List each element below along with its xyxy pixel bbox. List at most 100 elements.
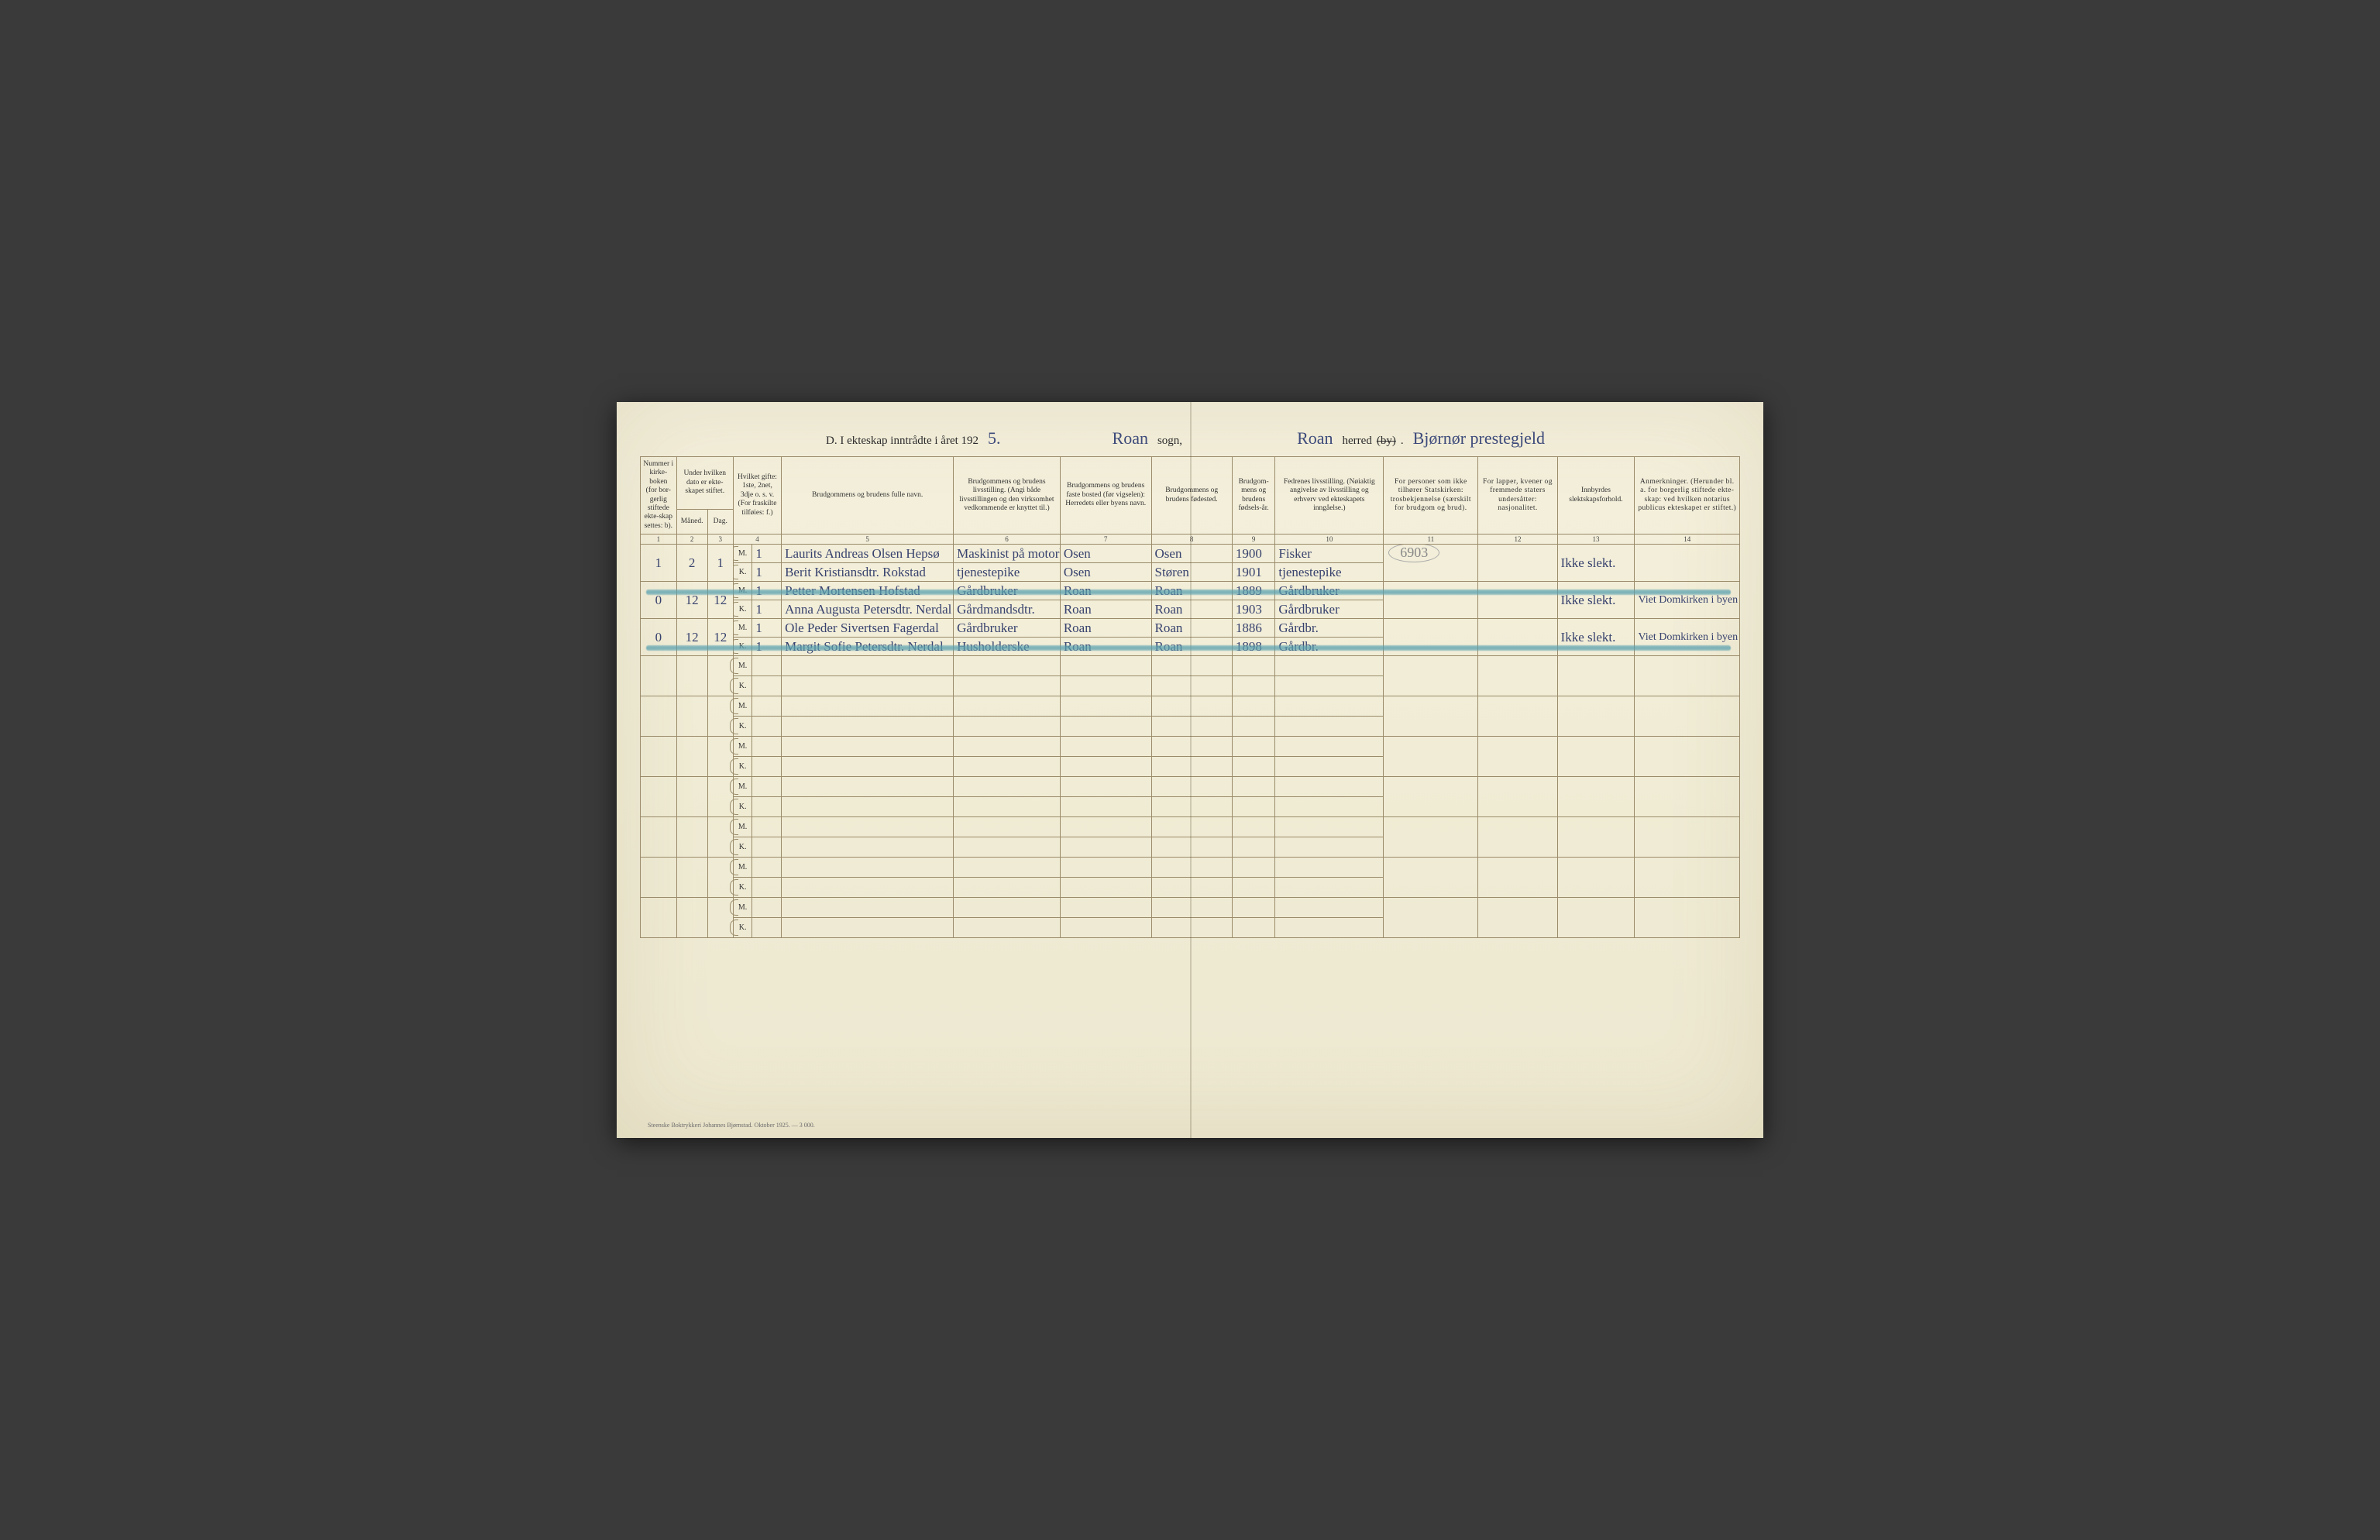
blank-row: M. xyxy=(641,737,1740,757)
mk-label-m: M. xyxy=(733,545,751,563)
entry-row-m: 01212M.1Ole Peder Sivertsen FagerdalGård… xyxy=(641,619,1740,638)
cell xyxy=(752,777,782,797)
cell xyxy=(1232,696,1275,717)
cell-fedre: Gårdbruker xyxy=(1275,600,1384,619)
mk-label: M. xyxy=(733,696,751,717)
cell-aar: 1901 xyxy=(1232,563,1275,582)
cell xyxy=(752,757,782,777)
cell-navn: Anna Augusta Petersdtr. Nerdal xyxy=(782,600,954,619)
cell xyxy=(752,837,782,858)
cell xyxy=(1635,777,1740,817)
sogn-label: sogn, xyxy=(1157,435,1182,448)
colnum: 3 xyxy=(707,535,733,545)
title-row: D. I ekteskap inntrådte i året 1925. Roa… xyxy=(826,428,1740,449)
cell xyxy=(1384,777,1478,817)
herred-label-post: . xyxy=(1401,435,1404,448)
cell-fedre: Fisker xyxy=(1275,545,1384,563)
cell xyxy=(1384,817,1478,858)
cell xyxy=(1232,817,1275,837)
mk-label: K. xyxy=(733,918,751,938)
cell xyxy=(782,656,954,676)
cell xyxy=(1232,717,1275,737)
colnum: 10 xyxy=(1275,535,1384,545)
cell-11: 6903 xyxy=(1384,545,1478,582)
cell xyxy=(954,817,1061,837)
colnum: 4 xyxy=(733,535,781,545)
hdr-9: Brudgom-mens og brudens fødsels-år. xyxy=(1232,457,1275,535)
colnum: 13 xyxy=(1557,535,1635,545)
cell-aar: 1903 xyxy=(1232,600,1275,619)
cell xyxy=(1275,817,1384,837)
blank-row: M. xyxy=(641,898,1740,918)
herred-label-strike: (by) xyxy=(1377,435,1396,448)
cell-fodested: Osen xyxy=(1151,545,1232,563)
cell xyxy=(1060,717,1151,737)
cell xyxy=(954,898,1061,918)
cell xyxy=(1232,918,1275,938)
colnum: 11 xyxy=(1384,535,1478,545)
cell-stilling: Gårdmandsdtr. xyxy=(954,600,1061,619)
cell-14: Viet Domkirken i byen xyxy=(1635,582,1740,619)
cell xyxy=(1060,757,1151,777)
cell-maaned: 2 xyxy=(676,545,707,582)
cell xyxy=(676,656,707,696)
cell-maaned: 12 xyxy=(676,582,707,619)
cell xyxy=(782,717,954,737)
cell xyxy=(752,696,782,717)
cell xyxy=(782,837,954,858)
cell xyxy=(1060,858,1151,878)
cell-dag: 12 xyxy=(707,582,733,619)
cell-bosted: Osen xyxy=(1060,545,1151,563)
cell-dag: 1 xyxy=(707,545,733,582)
cell-gifte: 1 xyxy=(752,563,782,582)
mk-label: K. xyxy=(733,878,751,898)
cell xyxy=(1557,656,1635,696)
cell xyxy=(1151,757,1232,777)
cell xyxy=(676,777,707,817)
cell xyxy=(1275,858,1384,878)
cell-fodested: Støren xyxy=(1151,563,1232,582)
cell xyxy=(1232,656,1275,676)
blank-row: M. xyxy=(641,656,1740,676)
cell xyxy=(1060,737,1151,757)
cell xyxy=(752,797,782,817)
hdr-8: Brudgommens og brudens fødested. xyxy=(1151,457,1232,535)
cell-stilling: Gårdbruker xyxy=(954,619,1061,638)
cell xyxy=(1384,898,1478,938)
cell xyxy=(1635,696,1740,737)
hdr-10: Fedrenes livsstilling. (Nøiaktig angivel… xyxy=(1275,457,1384,535)
cell xyxy=(1275,837,1384,858)
cell xyxy=(1232,858,1275,878)
cell xyxy=(1635,858,1740,898)
cell-navn: Berit Kristiansdtr. Rokstad xyxy=(782,563,954,582)
cell xyxy=(1060,918,1151,938)
cell xyxy=(1151,656,1232,676)
cell xyxy=(1060,676,1151,696)
title-year-suffix: 5. xyxy=(983,428,1006,449)
hdr-5: Brudgommens og brudens fulle navn. xyxy=(782,457,954,535)
cell xyxy=(1557,898,1635,938)
colnum-row: 1 2 3 4 5 6 7 8 9 10 11 12 13 14 xyxy=(641,535,1740,545)
cell xyxy=(1557,777,1635,817)
cell xyxy=(1275,878,1384,898)
cell xyxy=(641,858,677,898)
cell xyxy=(954,777,1061,797)
colnum: 6 xyxy=(954,535,1061,545)
pencil-annotation: 6903 xyxy=(1388,545,1439,563)
cell-stilling: tjenestepike xyxy=(954,563,1061,582)
cell xyxy=(1151,696,1232,717)
cell xyxy=(954,676,1061,696)
cell xyxy=(954,858,1061,878)
cell xyxy=(641,656,677,696)
blank-row: M. xyxy=(641,777,1740,797)
mk-label: K. xyxy=(733,717,751,737)
cell-gifte: 1 xyxy=(752,600,782,619)
mk-label-k: K. xyxy=(733,600,751,619)
cell xyxy=(641,817,677,858)
cell xyxy=(1275,676,1384,696)
cell xyxy=(1232,676,1275,696)
blank-row: M. xyxy=(641,858,1740,878)
cell xyxy=(1060,837,1151,858)
mk-label: K. xyxy=(733,676,751,696)
cell xyxy=(1232,777,1275,797)
